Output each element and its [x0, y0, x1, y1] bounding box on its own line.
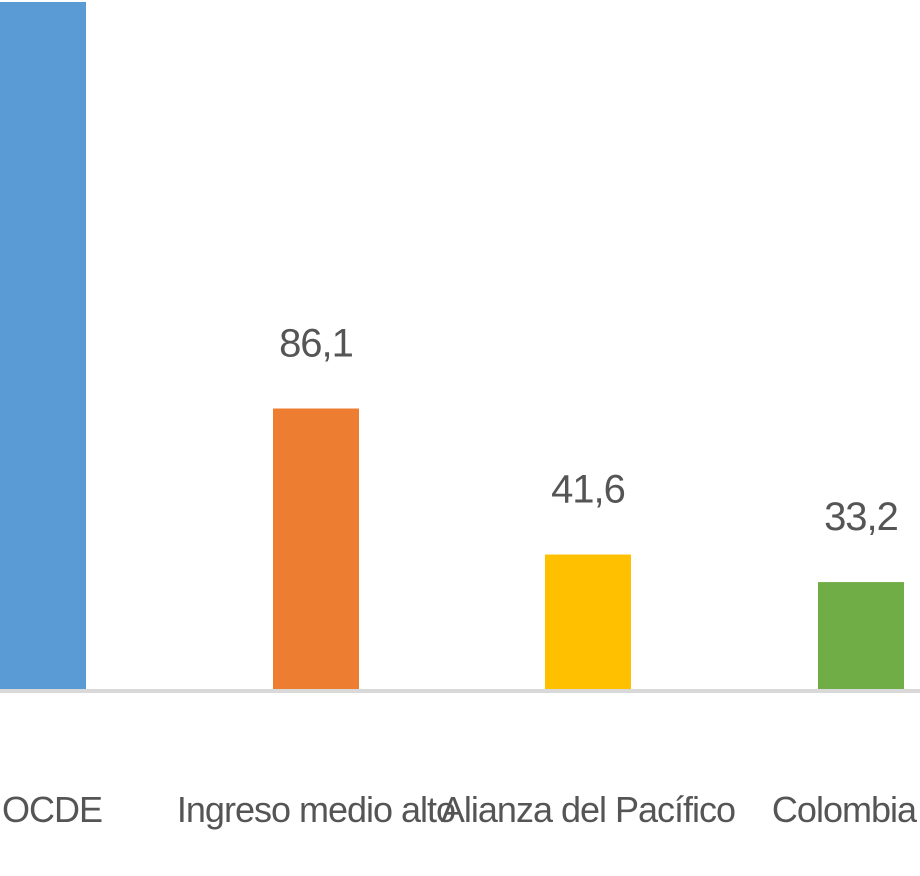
- value-label-alianza-del-pacifico: 41,6: [551, 468, 625, 512]
- value-label-ingreso-medio-alto: 86,1: [279, 322, 353, 366]
- bar-ingreso-medio-alto: [273, 408, 359, 691]
- bar-ocde: [0, 2, 86, 691]
- bar-colombia: [818, 582, 904, 691]
- category-label-ingreso-medio-alto: Ingreso medio alto: [177, 789, 455, 830]
- bars-group: [0, 2, 904, 691]
- category-label-alianza-del-pacifico: Alianza del Pacífico: [441, 789, 735, 830]
- category-label-colombia: Colombia: [772, 789, 918, 830]
- category-label-ocde: OCDE: [2, 789, 102, 830]
- value-label-colombia: 33,2: [824, 495, 898, 539]
- value-labels-group: 86,1 41,6 33,2: [279, 322, 899, 540]
- bar-alianza-del-pacifico: [545, 554, 631, 691]
